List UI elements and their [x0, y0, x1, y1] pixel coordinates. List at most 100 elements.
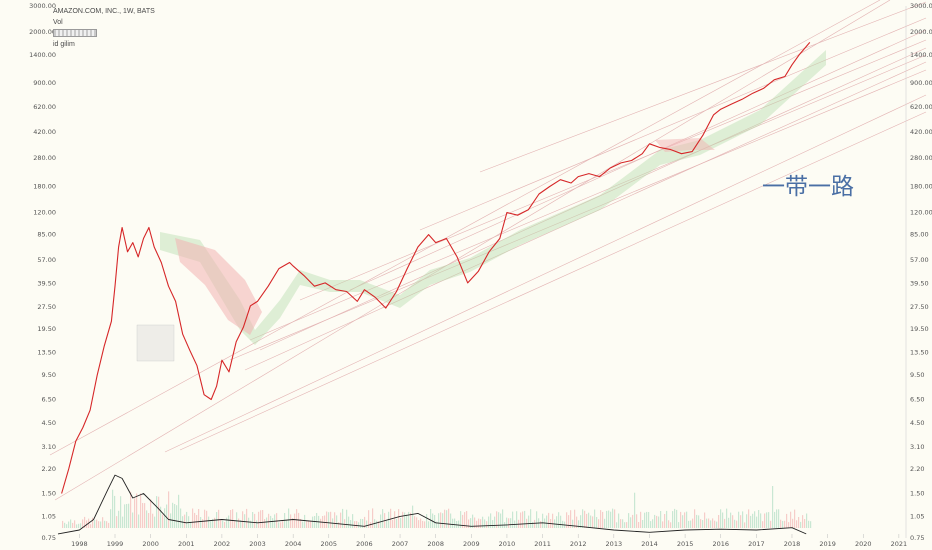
volume-bar — [308, 520, 310, 528]
volume-bar — [610, 511, 612, 528]
volume-bar — [282, 521, 284, 528]
volume-bar — [620, 519, 622, 528]
volume-bar — [96, 519, 98, 528]
volume-bar — [288, 508, 290, 528]
volume-bar — [410, 512, 412, 528]
volume-bar — [736, 520, 738, 528]
volume-bar — [652, 519, 654, 528]
volume-bar — [68, 521, 70, 528]
volume-bar — [668, 520, 670, 528]
volume-bar — [642, 520, 644, 528]
y-tick-label: 3.10 — [42, 443, 56, 451]
channel-line-5 — [419, 17, 927, 231]
vol-profile-box — [136, 324, 175, 362]
y-tick-label: 180.00 — [910, 182, 932, 190]
volume-bar — [146, 510, 148, 528]
volume-bar — [102, 517, 104, 528]
volume-bar — [246, 508, 248, 528]
volume-bar — [400, 518, 402, 528]
x-axis: 1998 1999 2000 2001 2002 2003 2004 2005 2006 2007… — [71, 534, 907, 548]
x-tick-label: 2016 — [712, 540, 729, 548]
series-line-1 — [57, 474, 807, 535]
volume-bar — [310, 520, 312, 528]
x-tick-label: 1999 — [107, 540, 124, 548]
volume-bar — [190, 521, 192, 528]
volume-bar — [142, 503, 144, 528]
volume-bar — [476, 520, 478, 528]
volume-bar — [106, 521, 108, 528]
volume-bar — [140, 493, 142, 528]
volume-bar — [344, 519, 346, 528]
volume-bar — [166, 504, 168, 528]
volume-bar — [698, 515, 700, 528]
volume-bar — [766, 512, 768, 528]
volume-bar — [406, 514, 408, 528]
volume-bar — [510, 518, 512, 528]
volume-bar — [386, 520, 388, 528]
volume-bar — [572, 519, 574, 528]
volume-bar — [704, 512, 706, 528]
y-tick-label: 620.00 — [33, 103, 56, 111]
volume-bar — [84, 516, 86, 528]
y-tick-label: 85.00 — [910, 231, 929, 239]
volume-bar — [808, 520, 810, 528]
volume-bar — [806, 513, 808, 528]
volume-bar — [422, 520, 424, 528]
channel-line-8 — [229, 69, 927, 361]
volume-bar — [122, 516, 124, 528]
volume-bar — [656, 515, 658, 528]
volume-bar — [796, 520, 798, 528]
volume-bar — [482, 516, 484, 528]
volume-bar — [360, 518, 362, 528]
volume-bar — [614, 509, 616, 528]
volume-bar — [636, 514, 638, 528]
volume-bar — [264, 519, 266, 528]
volume-bar — [354, 521, 356, 528]
volume-bar — [340, 512, 342, 528]
volume-bar — [624, 522, 626, 528]
y-tick-label: 27.50 — [910, 303, 929, 311]
channel-lines — [49, 0, 927, 501]
legend-symbol: AMAZON.COM, INC., 1W, BATS — [53, 8, 155, 15]
volume-bar — [116, 516, 118, 528]
volume-bar — [594, 509, 596, 528]
volume-bar — [326, 511, 328, 528]
volume-bar — [222, 520, 224, 528]
volume-bar — [480, 519, 482, 528]
y-tick-label: 9.50 — [42, 371, 56, 379]
y-tick-label: 27.50 — [37, 303, 56, 311]
volume-bar — [248, 517, 250, 528]
volume-bar — [396, 518, 398, 528]
volume-bar — [546, 515, 548, 528]
volume-bar — [440, 512, 442, 528]
volume-bar — [378, 521, 380, 528]
y-axis-right: 3000.00 2000.00 1400.00 900.00 620.00 420.00 2… — [905, 2, 932, 542]
volume-bar — [72, 522, 74, 528]
volume-bar — [348, 516, 350, 528]
volume-bar — [334, 512, 336, 528]
volume-bar — [682, 515, 684, 528]
volume-bar — [108, 522, 110, 528]
volume-bar — [488, 516, 490, 528]
y-tick-label: 280.00 — [33, 154, 56, 162]
x-tick-label: 2013 — [606, 540, 623, 548]
volume-bar — [268, 513, 270, 528]
volume-bar — [486, 521, 488, 528]
y-tick-label: 2.20 — [42, 465, 56, 473]
volume-bar — [718, 515, 720, 528]
volume-bar — [80, 523, 82, 528]
volume-bar — [676, 509, 678, 528]
volume-bar — [710, 520, 712, 528]
volume-bar — [214, 517, 216, 528]
y-tick-label: 1.05 — [910, 512, 924, 520]
volume-bar — [468, 519, 470, 528]
volume-bar — [542, 513, 544, 528]
volume-bar — [404, 512, 406, 528]
volume-bar — [570, 510, 572, 528]
volume-bar — [420, 518, 422, 528]
volume-bar — [464, 512, 466, 528]
volume-bar — [220, 519, 222, 528]
volume-bar — [732, 515, 734, 528]
volume-bar — [240, 520, 242, 528]
